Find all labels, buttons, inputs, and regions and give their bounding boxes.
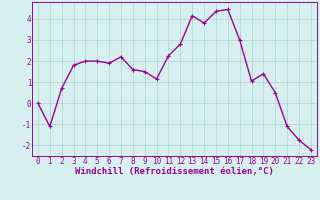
X-axis label: Windchill (Refroidissement éolien,°C): Windchill (Refroidissement éolien,°C) [75,167,274,176]
